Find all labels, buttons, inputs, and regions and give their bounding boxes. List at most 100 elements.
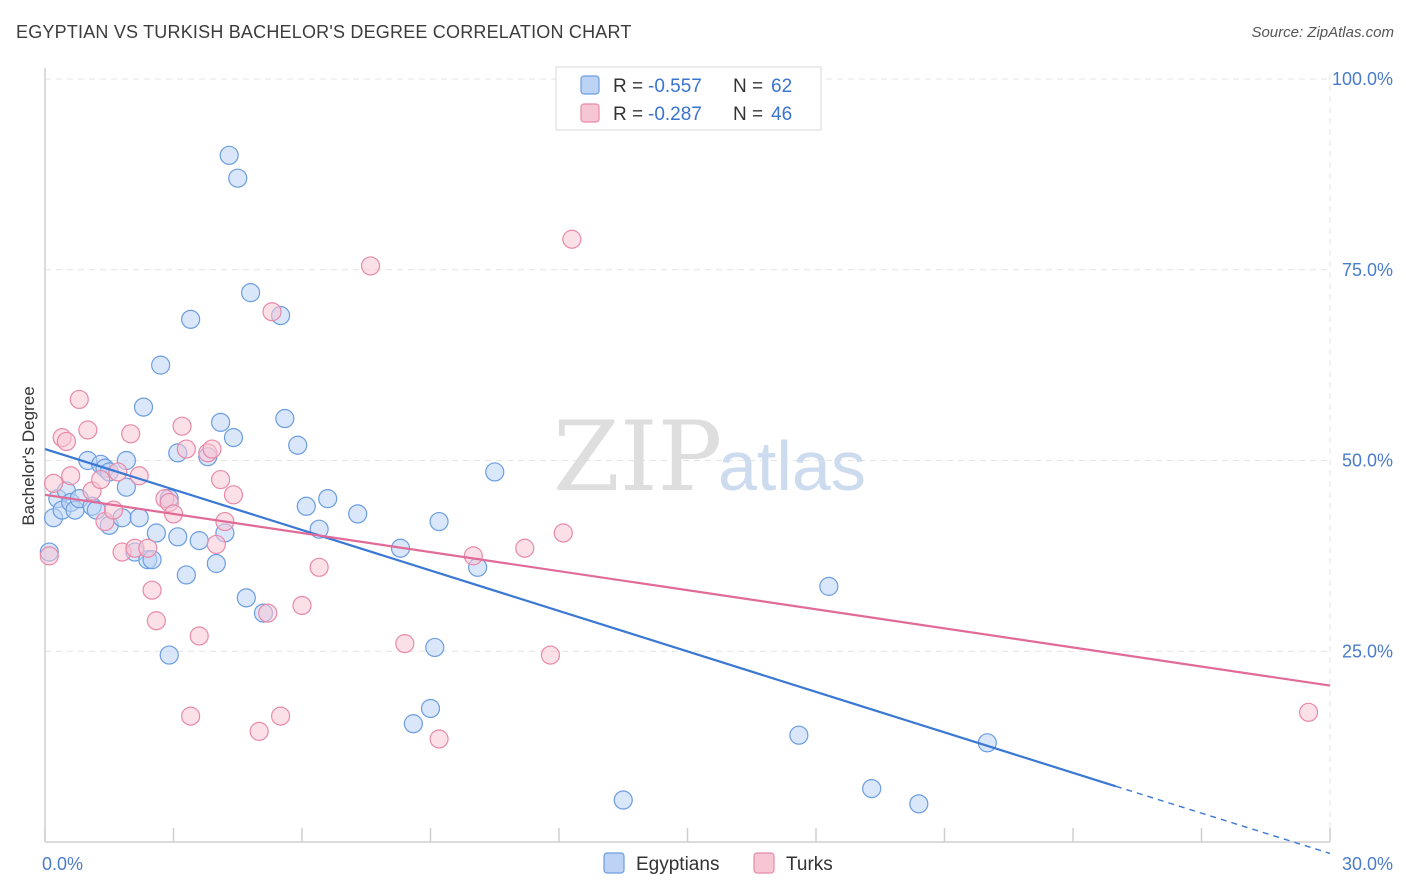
point-turks — [138, 538, 158, 558]
point-turks — [262, 302, 282, 322]
watermark-zip: ZIP — [553, 401, 722, 513]
point-egyptians — [275, 408, 295, 429]
y-tick-labels: 100.0% 75.0% 50.0% 25.0% — [1332, 69, 1393, 661]
point-egyptians — [219, 145, 239, 165]
point-egyptians — [296, 496, 316, 516]
point-egyptians — [133, 397, 154, 417]
y-tick-label: 75.0% — [1342, 260, 1393, 280]
point-turks — [61, 466, 81, 486]
point-egyptians — [223, 428, 244, 448]
point-turks — [56, 431, 77, 452]
point-egyptians — [348, 504, 368, 524]
point-turks — [211, 469, 231, 490]
trend-line-egyptians — [44, 448, 1117, 788]
x-tick-labels: 0.0% 30.0% — [42, 854, 1393, 874]
point-turks — [69, 389, 89, 410]
point-egyptians — [613, 790, 633, 810]
watermark-atlas: atlas — [718, 427, 866, 505]
point-egyptians — [211, 412, 231, 432]
point-turks — [202, 439, 222, 459]
axes — [44, 68, 1331, 843]
point-egyptians — [168, 527, 188, 547]
point-turks — [223, 485, 244, 505]
point-egyptians — [116, 477, 136, 497]
point-turks — [176, 439, 196, 459]
point-egyptians — [176, 565, 196, 585]
legend-r-label: R = — [613, 76, 643, 97]
point-turks — [429, 729, 449, 749]
bottom-legend-swatch-turks — [753, 852, 775, 874]
bottom-legend-egyptians: Egyptians — [636, 854, 719, 875]
point-turks — [39, 546, 59, 566]
legend-r-label: R = — [613, 104, 643, 125]
x-tick-label: 30.0% — [1342, 854, 1393, 874]
legend-swatch-turks — [580, 103, 600, 123]
point-turks — [78, 420, 98, 440]
point-turks — [249, 721, 269, 741]
watermark: ZIP atlas — [553, 401, 866, 513]
y-tick-label: 50.0% — [1342, 451, 1393, 471]
legend-n-label: N = — [733, 104, 763, 125]
point-egyptians — [236, 588, 256, 608]
point-turks — [181, 706, 201, 726]
point-egyptians — [129, 508, 149, 528]
point-turks — [1298, 702, 1319, 722]
y-tick-label: 25.0% — [1342, 641, 1393, 661]
point-turks — [562, 229, 582, 249]
point-turks — [270, 706, 291, 726]
legend-box — [555, 66, 822, 131]
point-egyptians — [228, 168, 248, 188]
legend-n-egyptians: 62 — [771, 76, 792, 97]
bottom-legend-turks: Turks — [786, 854, 833, 875]
bottom-legend: Egyptians Turks — [603, 852, 833, 875]
point-egyptians — [789, 725, 809, 745]
point-egyptians — [181, 309, 201, 329]
point-turks — [142, 580, 162, 600]
legend-n-turks: 46 — [771, 104, 792, 125]
point-egyptians — [159, 645, 179, 665]
point-egyptians — [485, 462, 505, 482]
trend-line-turks — [44, 493, 1331, 687]
point-egyptians — [146, 523, 166, 543]
point-turks — [91, 469, 111, 490]
legend-r-egyptians: -0.557 — [648, 76, 702, 97]
y-axis-label: Bachelor's Degree — [19, 386, 38, 525]
point-turks — [189, 626, 209, 646]
bottom-legend-swatch-egyptians — [603, 852, 625, 874]
legend-swatch-egyptians — [580, 75, 600, 95]
point-turks — [146, 611, 166, 631]
y-tick-label: 100.0% — [1332, 69, 1393, 89]
point-egyptians — [288, 435, 308, 455]
x-tick-label: 0.0% — [42, 854, 83, 874]
trend-lines — [44, 448, 1331, 855]
point-egyptians — [429, 511, 449, 532]
point-turks — [463, 546, 483, 566]
legend-n-label: N = — [733, 76, 763, 97]
legend-r-turks: -0.287 — [648, 104, 702, 125]
point-egyptians — [420, 698, 441, 719]
point-turks — [206, 534, 226, 555]
legend: R = -0.557 N = 62 R = -0.287 N = 46 — [555, 66, 822, 131]
point-egyptians — [862, 778, 882, 799]
chart-title: EGYPTIAN VS TURKISH BACHELOR'S DEGREE CO… — [16, 22, 632, 42]
point-egyptians — [151, 355, 171, 375]
point-turks — [395, 634, 415, 654]
point-turks — [292, 595, 312, 616]
point-turks — [172, 416, 192, 436]
point-egyptians — [819, 576, 839, 596]
point-turks — [515, 538, 535, 558]
point-turks — [309, 557, 329, 577]
point-egyptians — [241, 283, 261, 303]
point-turks — [360, 256, 381, 276]
source-label: Source: ZipAtlas.com — [1251, 24, 1394, 41]
point-egyptians — [403, 714, 423, 734]
point-egyptians — [909, 794, 929, 814]
point-egyptians — [318, 489, 338, 509]
trend-line-extension-egyptians — [1115, 785, 1331, 855]
point-egyptians — [206, 553, 226, 574]
point-turks — [121, 424, 141, 444]
point-egyptians — [425, 637, 445, 658]
point-turks — [258, 603, 278, 623]
point-turks — [553, 523, 573, 543]
